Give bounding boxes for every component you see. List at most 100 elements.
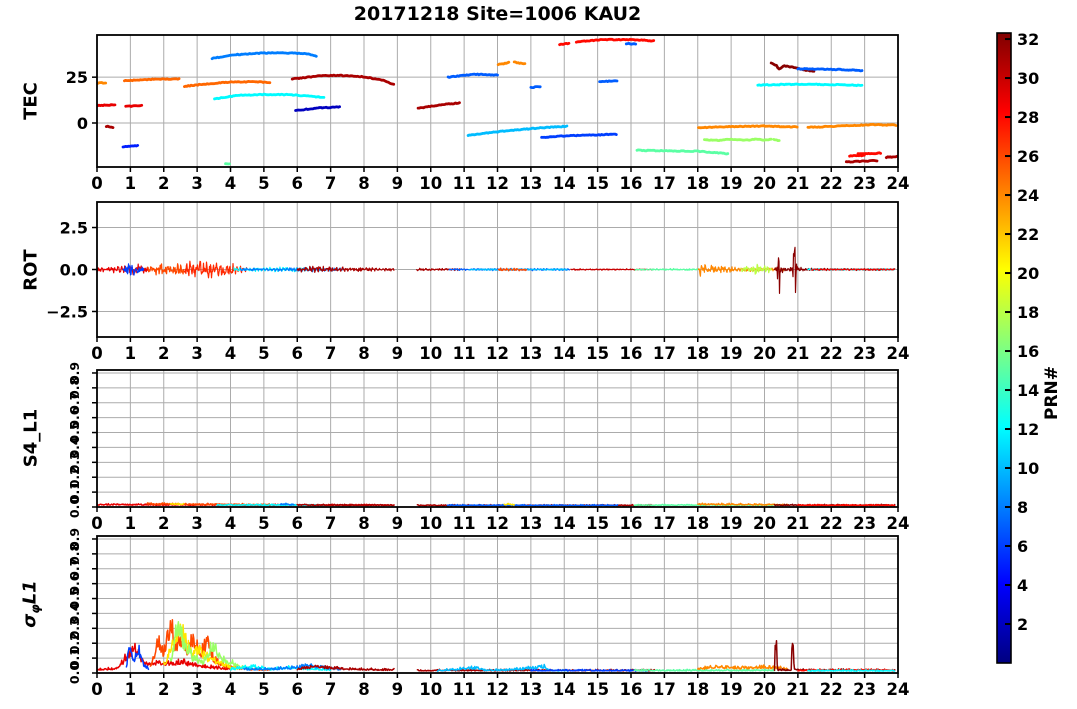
tec-arc-prn-7 [624, 42, 638, 46]
x-tick-label: 15 [586, 344, 609, 363]
s4-trace-prn-21 [169, 502, 185, 506]
rot-axis-label: ROT [20, 249, 42, 291]
tec-arc-prn-12 [213, 92, 326, 101]
s4-ticks [92, 372, 899, 512]
x-tick-label: 16 [620, 680, 643, 699]
tec-arc-prn-7 [598, 79, 619, 84]
colorbar-tick-label: 6 [1017, 537, 1028, 556]
colorbar-tick-label: 18 [1017, 303, 1039, 322]
x-tick-label: 22 [820, 174, 843, 193]
tec-panel: 0 1 2 3 4 5 6 7 8 9 10 11 12 13 14 15 16 17 18 19 20 21 22 23 24… [66, 34, 909, 193]
x-tick-label: 8 [358, 174, 369, 193]
y-tick-label: 0.5 [67, 421, 82, 443]
rot-series [97, 246, 896, 294]
x-tick-label: 4 [225, 514, 236, 533]
y-tick-label: 0.3 [67, 451, 82, 473]
tec-arc-prn-6 [540, 132, 618, 139]
s4-panel: 0 1 2 3 4 5 6 7 8 9 10 11 12 13 14 15 16 17 18 19 20 21 22 23 24… [67, 362, 909, 533]
x-tick-label: 6 [292, 514, 303, 533]
chart-title: 20171218 Site=1006 KAU2 [353, 3, 642, 25]
x-tick-label: 4 [225, 344, 236, 363]
y-tick-label: 0.7 [67, 392, 82, 414]
x-tick-label: 19 [720, 514, 743, 533]
x-tick-label: 20 [753, 344, 776, 363]
x-tick-label: 17 [653, 514, 676, 533]
colorbar-tick-label: 26 [1017, 147, 1039, 166]
colorbar-tick-label: 32 [1017, 30, 1039, 49]
x-tick-label: 14 [553, 680, 576, 699]
sigphi-grid [97, 536, 898, 673]
x-tick-label: 2 [158, 174, 169, 193]
x-tick-label: 17 [653, 344, 676, 363]
x-tick-label: 4 [225, 680, 236, 699]
rot-trace-prn-6 [122, 263, 145, 276]
x-tick-label: 15 [586, 680, 609, 699]
colorbar-tick-label: 24 [1017, 186, 1039, 205]
x-tick-label: 8 [358, 344, 369, 363]
x-tick-label: 12 [486, 174, 509, 193]
y-tick-label: 0.4 [67, 436, 82, 458]
sigphi-trace-prn-6 [530, 668, 649, 672]
x-tick-label: 3 [191, 344, 202, 363]
x-tick-label: 19 [720, 344, 743, 363]
x-tick-label: 5 [258, 344, 269, 363]
sigphi-trace-prn-31 [296, 664, 395, 672]
tec-ticks [92, 76, 899, 172]
colorbar-label: PRN# [1042, 365, 1062, 421]
x-tick-label: 8 [358, 514, 369, 533]
tec-axis-label: TEC [20, 82, 42, 120]
sigphi-trace-prn-15 [633, 668, 776, 672]
colorbar-tick-label: 12 [1017, 420, 1039, 439]
x-tick-label: 5 [258, 514, 269, 533]
x-tick-label: 5 [258, 680, 269, 699]
tec-arc-prn-29 [97, 103, 117, 108]
x-tick-label: 11 [453, 344, 476, 363]
x-tick-label: 16 [620, 174, 643, 193]
x-tick-label: 20 [753, 680, 776, 699]
s4-x-tick-labels: 0 1 2 3 4 5 6 7 8 9 10 11 12 13 14 15 16 17 18 19 20 21 22 23 24 [91, 514, 909, 533]
colorbar-border [996, 32, 1012, 664]
x-tick-label: 14 [553, 174, 576, 193]
tec-x-tick-labels: 0 1 2 3 4 5 6 7 8 9 10 11 12 13 14 15 16 17 18 19 20 21 22 23 24 [91, 174, 909, 193]
x-tick-label: 12 [486, 344, 509, 363]
rot-y-tick-labels: −2.5 0.0 2.5 [46, 219, 88, 322]
x-tick-label: 10 [419, 344, 442, 363]
x-tick-label: 9 [392, 514, 403, 533]
x-tick-label: 2 [158, 680, 169, 699]
x-tick-label: 9 [392, 174, 403, 193]
tec-arc-prn-15 [635, 148, 730, 156]
y-tick-label: 0.7 [67, 558, 82, 580]
x-tick-label: 21 [786, 174, 809, 193]
tec-arc-prn-7 [529, 85, 542, 89]
x-tick-label: 0 [91, 680, 102, 699]
x-tick-label: 5 [258, 174, 269, 193]
sigphi-trace-prn-21 [163, 623, 238, 671]
y-tick-label: 0.6 [67, 406, 82, 428]
x-tick-label: 20 [753, 174, 776, 193]
colorbar-tick-label: 8 [1017, 498, 1028, 517]
x-tick-label: 2 [158, 514, 169, 533]
tec-arc-prn-31 [290, 73, 396, 86]
x-tick-label: 3 [191, 680, 202, 699]
x-tick-label: 10 [419, 174, 442, 193]
s4-trace-prn-21 [503, 502, 515, 506]
x-tick-label: 17 [653, 680, 676, 699]
rot-x-tick-labels: 0 1 2 3 4 5 6 7 8 9 10 11 12 13 14 15 16 17 18 19 20 21 22 23 24 [91, 344, 909, 363]
y-tick-label: 0.2 [67, 466, 82, 488]
y-tick-label: 0.0 [67, 662, 82, 684]
x-tick-label: 22 [820, 514, 843, 533]
tec-arc-prn-24 [496, 60, 511, 67]
x-tick-label: 9 [392, 680, 403, 699]
sigphi-trace-prn-17 [169, 621, 252, 670]
x-tick-label: 23 [853, 680, 876, 699]
rot-trace-prn-29 [810, 268, 895, 271]
x-tick-label: 21 [786, 514, 809, 533]
x-tick-label: 8 [358, 680, 369, 699]
x-tick-label: 15 [586, 514, 609, 533]
x-tick-label: 23 [853, 174, 876, 193]
tec-arc-prn-2 [294, 105, 341, 112]
x-tick-label: 9 [392, 344, 403, 363]
x-tick-label: 6 [292, 174, 303, 193]
s4-trace-prn-31 [296, 503, 395, 507]
rot-trace-prn-15 [634, 267, 699, 271]
